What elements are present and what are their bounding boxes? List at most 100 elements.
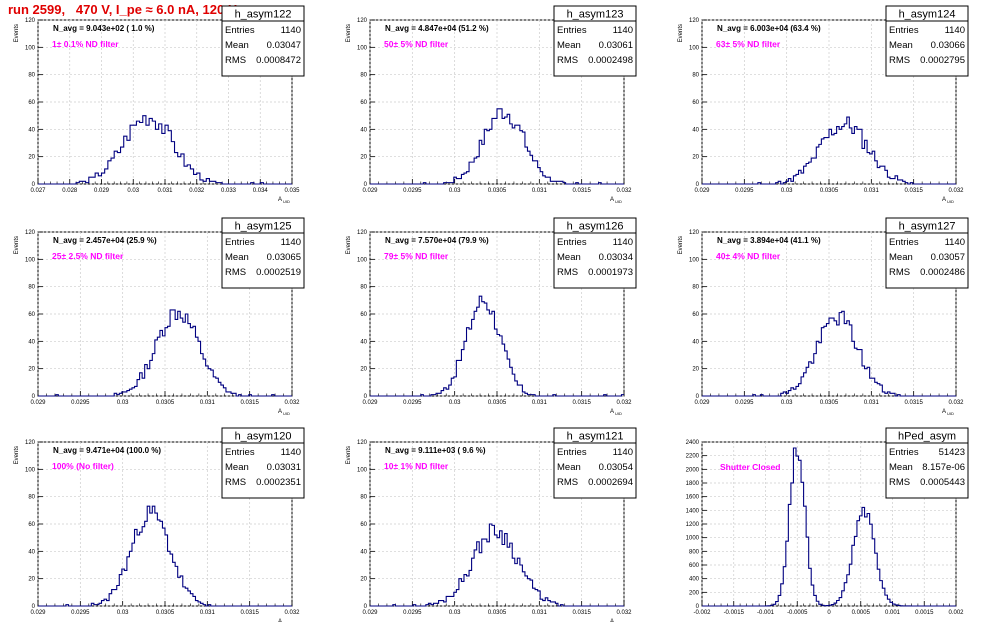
y-tick-label: 120: [357, 230, 368, 236]
histogram-name: h_asym121: [567, 431, 624, 443]
y-tick-label: 40: [28, 549, 35, 555]
y-tick-label: 1400: [686, 508, 700, 514]
y-tick-label: 100: [689, 257, 700, 263]
y-tick-label: 20: [360, 577, 367, 583]
y-tick-label: 80: [692, 73, 699, 79]
y-tick-label: 60: [360, 312, 367, 318]
x-axis-label-subscript: UID: [615, 199, 622, 204]
x-tick-label: 0.0315: [904, 400, 923, 406]
y-tick-label: 120: [25, 18, 36, 24]
y-tick-label: 600: [689, 563, 700, 569]
x-tick-label: 0.0315: [240, 610, 259, 616]
stats-value: 1140: [613, 25, 633, 36]
stats-value: 0.0001973: [588, 267, 633, 278]
histogram-line: [702, 310, 956, 397]
x-tick-label: 0.034: [253, 188, 269, 194]
y-tick-label: 0: [32, 182, 36, 188]
navg-label: N_avg = 3.894e+04 (41.1 %): [717, 236, 821, 245]
histogram-name: hPed_asym: [898, 431, 956, 443]
histogram-name: h_asym126: [567, 221, 624, 233]
y-tick-label: 120: [357, 440, 368, 446]
histogram-panel-h_asym125: 0.029 0.0295 0.03 0.0305 0.031 0.0315 0.032 0 20…: [14, 217, 305, 416]
stats-value: 0.0002486: [920, 267, 965, 278]
histogram-line: [702, 116, 956, 185]
y-axis-label: Events: [14, 446, 20, 464]
histogram-panel-h_asym127: 0.029 0.0295 0.03 0.0305 0.031 0.0315 0.032 0 20…: [678, 217, 969, 416]
x-tick-label: 0.0315: [240, 400, 259, 406]
y-axis-label: Events: [678, 24, 684, 42]
x-tick-label: 0.032: [616, 188, 632, 194]
x-tick-label: 0: [827, 610, 831, 616]
y-tick-label: 40: [28, 339, 35, 345]
y-tick-label: 80: [360, 285, 367, 291]
x-tick-label: 0.032: [948, 188, 964, 194]
y-tick-label: 80: [692, 285, 699, 291]
x-axis-label-subscript: UID: [283, 411, 290, 416]
stats-box: [221, 427, 305, 499]
y-tick-label: 1600: [686, 495, 700, 501]
x-axis-label: A: [610, 619, 614, 622]
y-tick-label: 60: [360, 522, 367, 528]
x-tick-label: 0.029: [30, 610, 46, 616]
y-tick-label: 60: [692, 100, 699, 106]
stats-label: RMS: [557, 477, 578, 488]
stats-value: 1140: [945, 25, 965, 36]
histogram-panel-h_asym126: 0.029 0.0295 0.03 0.0305 0.031 0.0315 0.032 0 20…: [346, 217, 637, 416]
stats-box: [553, 5, 637, 77]
histogram-line: [370, 523, 624, 607]
stats-label: RMS: [225, 55, 246, 66]
stats-value: 0.0008472: [256, 55, 301, 66]
x-tick-label: 0.0295: [71, 610, 90, 616]
stats-value: 1140: [281, 25, 301, 36]
stats-value: 0.03061: [599, 40, 633, 51]
y-tick-label: 100: [25, 45, 36, 51]
y-tick-label: 120: [689, 230, 700, 236]
y-tick-label: 0: [364, 604, 368, 610]
stats-label: Mean: [557, 252, 581, 263]
x-tick-label: 0.0295: [735, 188, 754, 194]
stats-label: Mean: [557, 462, 581, 473]
stats-value: 1140: [613, 447, 633, 458]
y-tick-label: 0: [32, 604, 36, 610]
y-tick-label: 800: [689, 549, 700, 555]
histogram-line: [370, 108, 624, 185]
y-tick-label: 60: [692, 312, 699, 318]
y-tick-label: 20: [28, 367, 35, 373]
stats-value: 0.0002519: [256, 267, 301, 278]
stats-value: 1140: [945, 237, 965, 248]
x-tick-label: 0.032: [616, 610, 632, 616]
x-tick-label: -0.001: [757, 610, 775, 616]
x-tick-label: 0.001: [885, 610, 901, 616]
y-tick-label: 20: [692, 367, 699, 373]
stats-value: 0.03066: [931, 40, 965, 51]
stats-label: Mean: [889, 40, 913, 51]
filter-note: 100% (No filter): [52, 461, 114, 471]
x-axis-label-subscript: UID: [947, 199, 954, 204]
y-tick-label: 100: [25, 257, 36, 263]
x-tick-label: 0.03: [449, 400, 461, 406]
histogram-name: h_asym120: [235, 431, 292, 443]
y-tick-label: 20: [28, 155, 35, 161]
y-axis-label: Events: [346, 446, 352, 464]
stats-value: 1140: [281, 447, 301, 458]
y-tick-label: 60: [28, 100, 35, 106]
y-tick-label: 40: [692, 127, 699, 133]
stats-label: Entries: [557, 447, 587, 458]
histogram-panel-h_asym122: 0.027 0.028 0.029 0.03 0.031 0.032 0.033 0.034 0…: [14, 5, 305, 204]
y-tick-label: 80: [28, 495, 35, 501]
stats-label: Entries: [225, 237, 255, 248]
histogram-panel-h_asym124: 0.029 0.0295 0.03 0.0305 0.031 0.0315 0.032 0 20…: [678, 5, 969, 204]
y-tick-label: 0: [364, 394, 368, 400]
y-tick-label: 120: [689, 18, 700, 24]
x-tick-label: 0.029: [30, 400, 46, 406]
filter-note: 50± 5% ND filter: [384, 39, 449, 49]
stats-value: 0.0002694: [588, 477, 633, 488]
stats-label: Entries: [557, 237, 587, 248]
stats-box: [221, 5, 305, 77]
x-tick-label: 0.032: [189, 188, 205, 194]
x-axis-label: A: [278, 197, 282, 203]
x-tick-label: 0.0015: [915, 610, 934, 616]
y-tick-label: 60: [28, 312, 35, 318]
x-axis-label: A: [942, 409, 946, 415]
